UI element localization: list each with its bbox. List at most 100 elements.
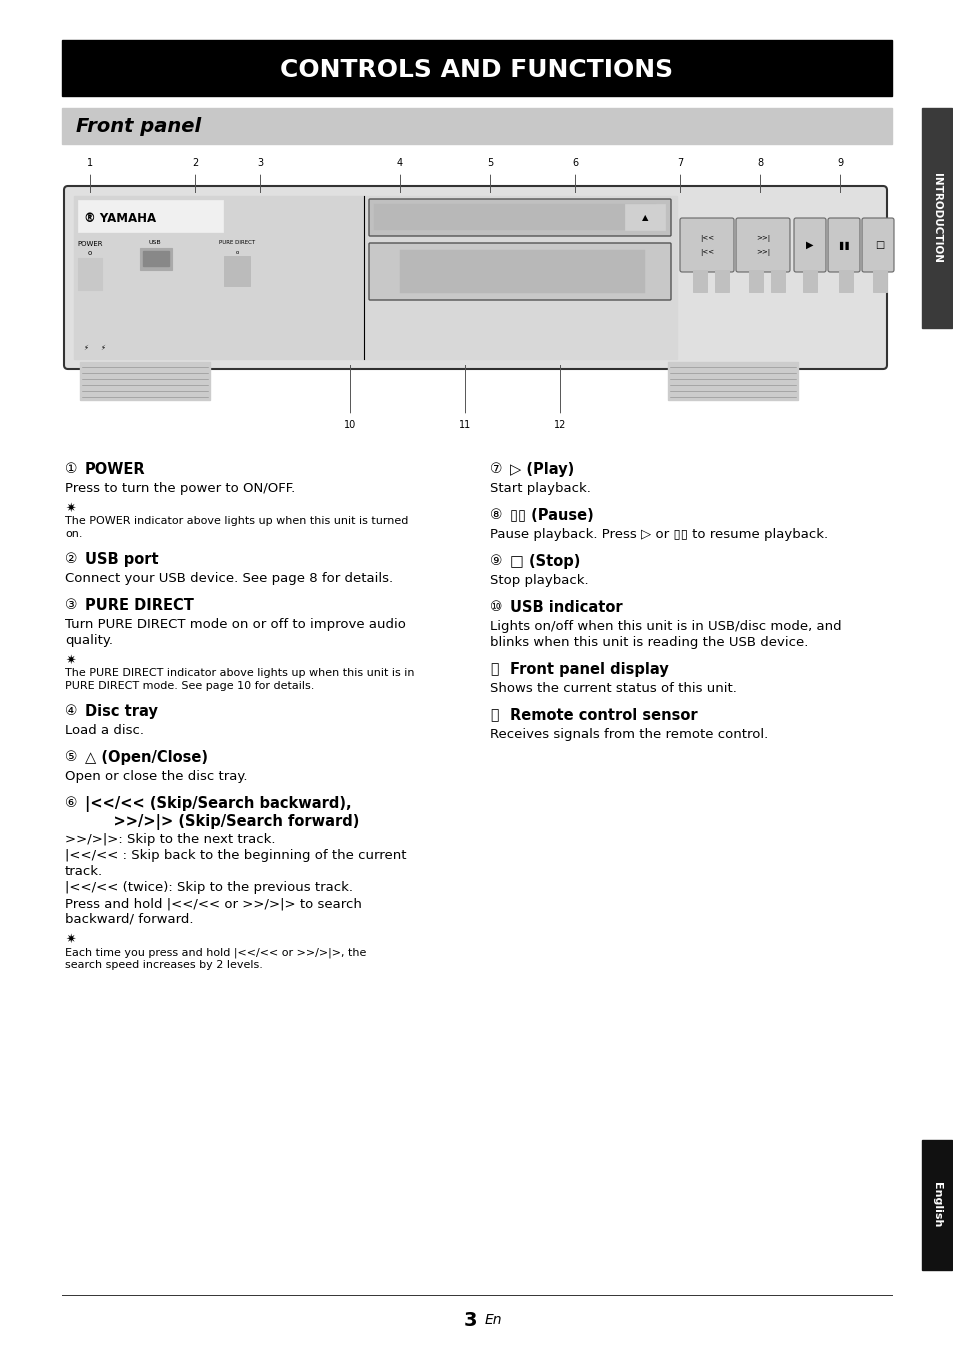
Text: 8: 8: [756, 158, 762, 168]
Circle shape: [563, 152, 585, 174]
FancyBboxPatch shape: [735, 218, 789, 272]
Text: POWER: POWER: [85, 462, 146, 477]
Bar: [872, 270, 886, 293]
Text: ▶: ▶: [805, 240, 813, 249]
Text: >>|: >>|: [755, 235, 769, 241]
Circle shape: [548, 414, 571, 435]
Text: backward/ forward.: backward/ forward.: [65, 913, 193, 926]
Text: 3: 3: [463, 1310, 476, 1329]
Circle shape: [478, 152, 500, 174]
Bar: [62, 108, 891, 144]
Text: >>/>|>: Skip to the next track.: >>/>|>: Skip to the next track.: [65, 833, 275, 847]
Text: △ (Open/Close): △ (Open/Close): [85, 749, 208, 766]
FancyBboxPatch shape: [64, 186, 886, 369]
Text: □ (Stop): □ (Stop): [510, 554, 579, 569]
Bar: [838, 270, 852, 293]
Bar: [921, 108, 951, 328]
Text: ⑩: ⑩: [490, 600, 502, 613]
Bar: [399, 249, 644, 293]
Text: 1: 1: [87, 158, 93, 168]
Text: Disc tray: Disc tray: [85, 704, 157, 718]
Text: CONTROLS AND FUNCTIONS: CONTROLS AND FUNCTIONS: [280, 58, 673, 82]
Text: ⑥: ⑥: [65, 797, 77, 810]
Text: Connect your USB device. See page 8 for details.: Connect your USB device. See page 8 for …: [65, 572, 393, 585]
Text: ▌▌: ▌▌: [839, 240, 852, 249]
Text: o: o: [235, 249, 238, 255]
Circle shape: [184, 152, 206, 174]
Text: ▯▯ (Pause): ▯▯ (Pause): [510, 508, 593, 523]
Text: Remote control sensor: Remote control sensor: [510, 708, 697, 723]
Text: ⑤: ⑤: [65, 749, 77, 764]
Text: Load a disc.: Load a disc.: [65, 724, 144, 737]
Text: Start playback.: Start playback.: [490, 483, 590, 495]
Circle shape: [828, 152, 850, 174]
FancyBboxPatch shape: [793, 218, 825, 272]
FancyBboxPatch shape: [679, 218, 733, 272]
Text: 10: 10: [343, 421, 355, 430]
Text: Lights on/off when this unit is in USB/disc mode, and: Lights on/off when this unit is in USB/d…: [490, 620, 841, 634]
Bar: [748, 270, 762, 293]
Text: ▷ (Play): ▷ (Play): [510, 462, 574, 477]
Text: track.: track.: [65, 865, 103, 878]
Circle shape: [338, 414, 360, 435]
Text: quality.: quality.: [65, 634, 112, 647]
Text: USB: USB: [149, 240, 161, 244]
Text: PURE DIRECT: PURE DIRECT: [218, 240, 254, 244]
Text: USB port: USB port: [85, 551, 158, 568]
Text: ✷: ✷: [65, 933, 75, 946]
Text: ⑪: ⑪: [490, 662, 497, 675]
Text: Turn PURE DIRECT mode on or off to improve audio: Turn PURE DIRECT mode on or off to impro…: [65, 617, 405, 631]
Text: ® YAMAHA: ® YAMAHA: [84, 212, 156, 225]
Text: 6: 6: [572, 158, 578, 168]
Text: o: o: [88, 249, 92, 256]
Text: Open or close the disc tray.: Open or close the disc tray.: [65, 770, 247, 783]
Text: |<</<< : Skip back to the beginning of the current: |<</<< : Skip back to the beginning of t…: [65, 849, 406, 861]
Bar: [374, 204, 656, 231]
Text: ②: ②: [65, 551, 77, 566]
Text: 3: 3: [256, 158, 263, 168]
Text: |<<: |<<: [700, 249, 713, 256]
Bar: [921, 1140, 951, 1270]
Text: ⚡: ⚡: [83, 345, 88, 350]
Text: on.: on.: [65, 528, 82, 539]
Bar: [802, 270, 816, 293]
Text: 11: 11: [458, 421, 471, 430]
Bar: [224, 256, 250, 286]
Bar: [364, 195, 677, 359]
Text: ✷: ✷: [65, 501, 75, 515]
FancyBboxPatch shape: [369, 243, 670, 301]
Bar: [140, 248, 172, 270]
Text: 12: 12: [554, 421, 565, 430]
Text: ⑨: ⑨: [490, 554, 502, 568]
Text: INTRODUCTION: INTRODUCTION: [931, 173, 941, 263]
Text: Receives signals from the remote control.: Receives signals from the remote control…: [490, 728, 767, 741]
Text: ①: ①: [65, 462, 77, 476]
Text: USB: USB: [375, 287, 389, 293]
Text: PURE DIRECT: PURE DIRECT: [85, 599, 193, 613]
Text: ⑫: ⑫: [490, 708, 497, 723]
Text: ✷: ✷: [65, 654, 75, 667]
Text: Press to turn the power to ON/OFF.: Press to turn the power to ON/OFF.: [65, 483, 294, 495]
Text: >>/>|> (Skip/Search forward): >>/>|> (Skip/Search forward): [92, 814, 359, 830]
Text: The POWER indicator above lights up when this unit is turned: The POWER indicator above lights up when…: [65, 516, 408, 526]
Bar: [78, 200, 223, 232]
Text: English: English: [931, 1182, 941, 1228]
Text: |<<: |<<: [700, 235, 713, 241]
Text: |<</<< (twice): Skip to the previous track.: |<</<< (twice): Skip to the previous tra…: [65, 882, 353, 894]
Circle shape: [668, 152, 690, 174]
Text: USB indicator: USB indicator: [510, 600, 622, 615]
Text: ③: ③: [65, 599, 77, 612]
Text: Front panel: Front panel: [76, 117, 201, 136]
Circle shape: [389, 152, 411, 174]
Text: ▲: ▲: [641, 213, 648, 222]
FancyBboxPatch shape: [827, 218, 859, 272]
Text: PURE DIRECT mode. See page 10 for details.: PURE DIRECT mode. See page 10 for detail…: [65, 681, 314, 692]
Bar: [80, 363, 210, 400]
Text: 4: 4: [396, 158, 402, 168]
Text: Pause playback. Press ▷ or ▯▯ to resume playback.: Pause playback. Press ▷ or ▯▯ to resume …: [490, 528, 827, 541]
Text: blinks when this unit is reading the USB device.: blinks when this unit is reading the USB…: [490, 636, 807, 648]
Bar: [78, 257, 102, 290]
Text: >>|: >>|: [755, 249, 769, 256]
Bar: [143, 251, 169, 266]
Text: POWER: POWER: [77, 241, 103, 247]
